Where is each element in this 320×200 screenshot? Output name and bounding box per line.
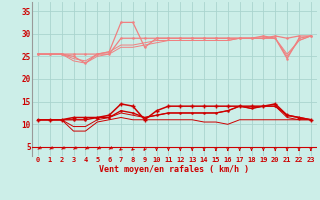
X-axis label: Vent moyen/en rafales ( km/h ): Vent moyen/en rafales ( km/h )	[100, 165, 249, 174]
